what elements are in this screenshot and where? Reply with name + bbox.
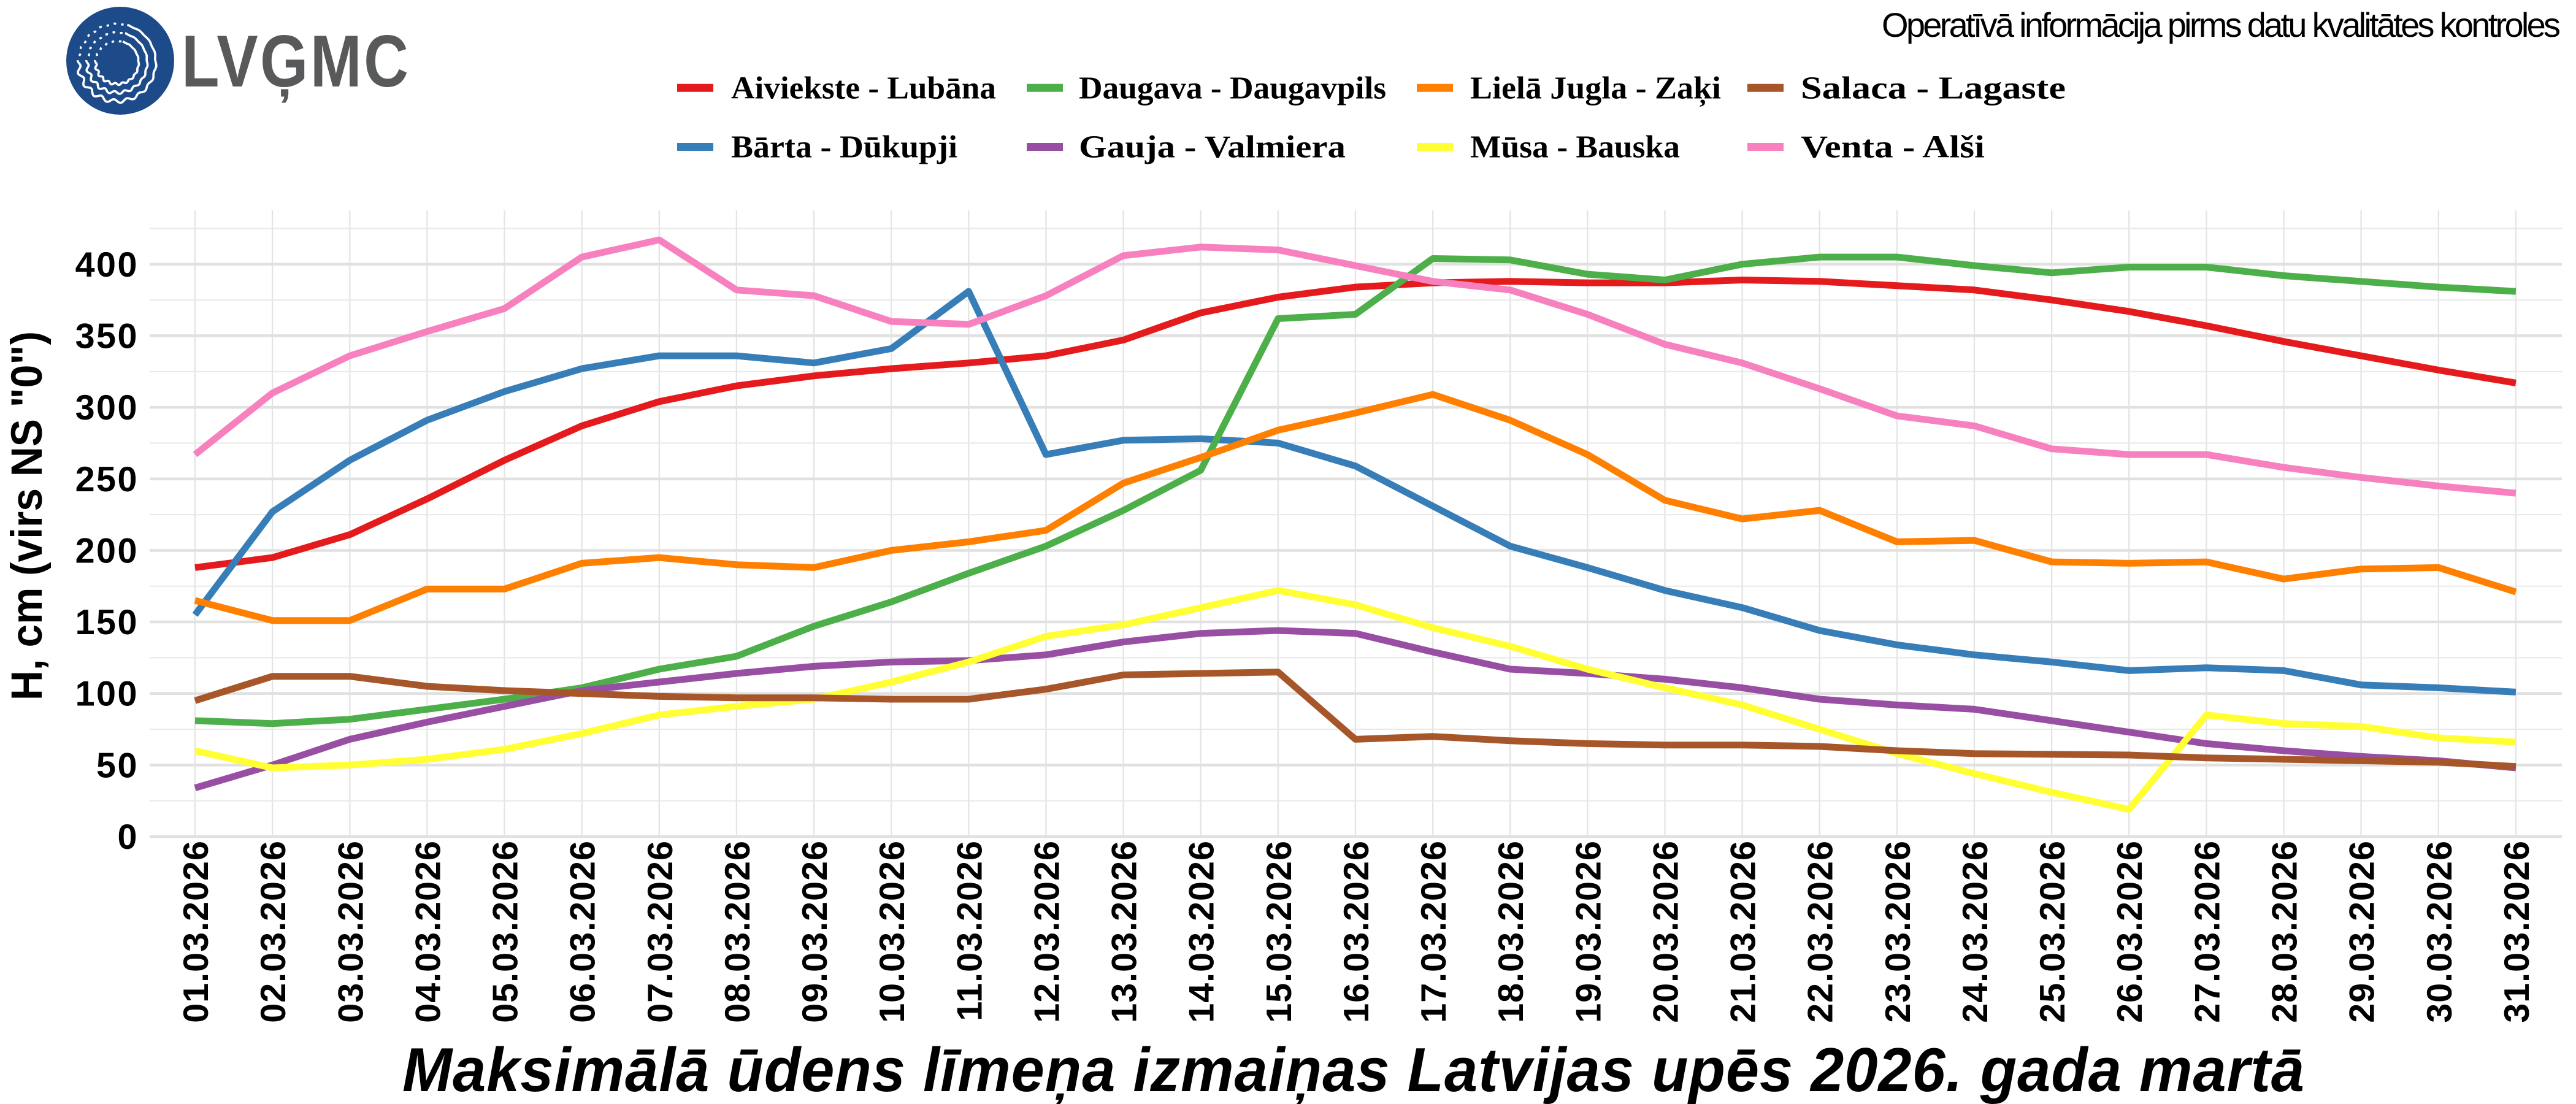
svg-text:19.03.2026: 19.03.2026 bbox=[1569, 840, 1608, 1023]
svg-text:30.03.2026: 30.03.2026 bbox=[2420, 840, 2459, 1023]
svg-text:Operatīvā informācija pirms da: Operatīvā informācija pirms datu kvalitā… bbox=[1882, 6, 2562, 44]
svg-text:03.03.2026: 03.03.2026 bbox=[331, 840, 370, 1023]
svg-text:07.03.2026: 07.03.2026 bbox=[641, 840, 680, 1023]
svg-text:Daugava - Daugavpils: Daugava - Daugavpils bbox=[1079, 71, 1386, 106]
svg-text:18.03.2026: 18.03.2026 bbox=[1492, 840, 1531, 1023]
svg-text:Mūsa - Bauska: Mūsa - Bauska bbox=[1470, 130, 1680, 165]
svg-text:300: 300 bbox=[75, 388, 139, 427]
svg-text:0: 0 bbox=[118, 818, 139, 857]
svg-text:21.03.2026: 21.03.2026 bbox=[1724, 840, 1763, 1023]
svg-text:Lielā Jugla - Zaķi: Lielā Jugla - Zaķi bbox=[1470, 71, 1721, 107]
svg-text:23.03.2026: 23.03.2026 bbox=[1879, 840, 1918, 1023]
svg-text:26.03.2026: 26.03.2026 bbox=[2110, 840, 2150, 1023]
svg-text:LVĢMC: LVĢMC bbox=[182, 21, 410, 103]
svg-text:350: 350 bbox=[75, 316, 139, 356]
svg-text:200: 200 bbox=[75, 531, 139, 570]
svg-text:25.03.2026: 25.03.2026 bbox=[2033, 840, 2072, 1023]
svg-text:13.03.2026: 13.03.2026 bbox=[1105, 840, 1144, 1023]
svg-text:Venta - Alši: Venta - Alši bbox=[1801, 130, 1985, 165]
svg-text:20.03.2026: 20.03.2026 bbox=[1647, 840, 1686, 1023]
svg-text:29.03.2026: 29.03.2026 bbox=[2343, 840, 2382, 1023]
svg-text:31.03.2026: 31.03.2026 bbox=[2497, 840, 2537, 1023]
svg-text:22.03.2026: 22.03.2026 bbox=[1801, 840, 1841, 1023]
svg-text:Aiviekste - Lubāna: Aiviekste - Lubāna bbox=[731, 71, 996, 106]
svg-text:08.03.2026: 08.03.2026 bbox=[718, 840, 757, 1023]
svg-text:11.03.2026: 11.03.2026 bbox=[950, 840, 989, 1021]
svg-text:10.03.2026: 10.03.2026 bbox=[873, 840, 912, 1023]
svg-text:04.03.2026: 04.03.2026 bbox=[408, 840, 448, 1023]
svg-text:17.03.2026: 17.03.2026 bbox=[1414, 840, 1454, 1023]
svg-text:09.03.2026: 09.03.2026 bbox=[795, 840, 835, 1023]
svg-text:05.03.2026: 05.03.2026 bbox=[486, 840, 526, 1023]
svg-text:15.03.2026: 15.03.2026 bbox=[1260, 840, 1299, 1023]
svg-text:50: 50 bbox=[96, 746, 139, 785]
svg-text:27.03.2026: 27.03.2026 bbox=[2188, 840, 2227, 1023]
svg-text:06.03.2026: 06.03.2026 bbox=[564, 840, 603, 1023]
svg-text:Maksimālā ūdens līmeņa izmaiņa: Maksimālā ūdens līmeņa izmaiņas Latvijas… bbox=[402, 1036, 2305, 1104]
svg-text:12.03.2026: 12.03.2026 bbox=[1027, 840, 1067, 1023]
svg-text:250: 250 bbox=[75, 460, 139, 499]
svg-text:24.03.2026: 24.03.2026 bbox=[1956, 840, 1995, 1023]
svg-text:16.03.2026: 16.03.2026 bbox=[1337, 840, 1376, 1023]
svg-text:Salaca - Lagaste: Salaca - Lagaste bbox=[1801, 71, 2066, 106]
svg-text:150: 150 bbox=[75, 603, 139, 642]
svg-text:H, cm (virs NS "0"): H, cm (virs NS "0") bbox=[3, 331, 52, 700]
svg-text:28.03.2026: 28.03.2026 bbox=[2266, 840, 2305, 1023]
svg-text:01.03.2026: 01.03.2026 bbox=[177, 840, 216, 1023]
svg-text:400: 400 bbox=[75, 245, 139, 285]
svg-text:02.03.2026: 02.03.2026 bbox=[254, 840, 293, 1023]
svg-text:Bārta - Dūkupji: Bārta - Dūkupji bbox=[731, 130, 957, 165]
svg-text:Gauja - Valmiera: Gauja - Valmiera bbox=[1079, 130, 1346, 165]
svg-text:14.03.2026: 14.03.2026 bbox=[1183, 840, 1222, 1023]
svg-text:100: 100 bbox=[75, 675, 139, 714]
